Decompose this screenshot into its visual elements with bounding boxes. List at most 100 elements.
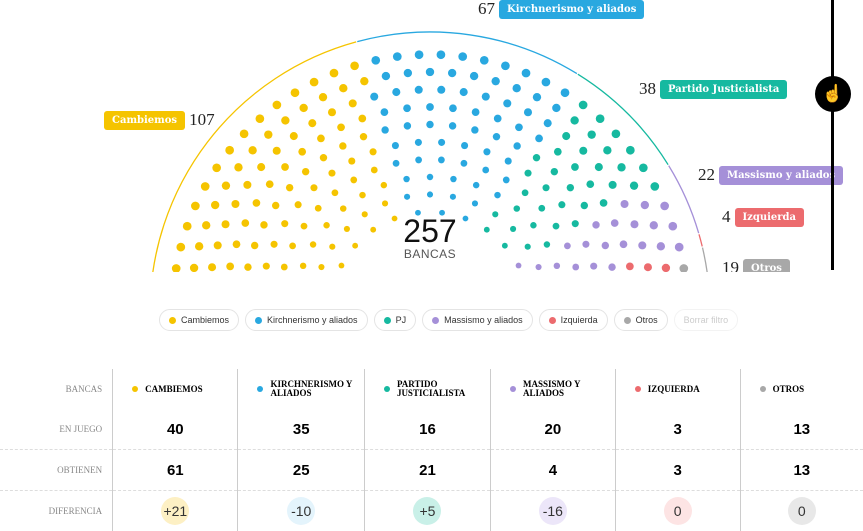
seat-1 <box>449 122 456 129</box>
seat-1 <box>515 123 523 131</box>
seat-2 <box>581 202 588 209</box>
seat-0 <box>240 129 249 138</box>
seat-2 <box>538 205 545 212</box>
filter-bar: Cambiemos Kirchnerismo y aliados PJ Mass… <box>159 309 738 331</box>
seat-1 <box>544 119 552 127</box>
count: 19 <box>722 258 739 272</box>
seat-2 <box>558 201 565 208</box>
cell: -16 <box>491 491 616 531</box>
seat-0 <box>190 264 198 272</box>
cell: 13 <box>740 409 863 450</box>
seat-0 <box>360 133 367 140</box>
seat-2 <box>600 199 608 207</box>
diff-badge: 0 <box>788 497 816 525</box>
seat-1 <box>471 126 478 133</box>
dot-icon <box>255 317 262 324</box>
seat-0 <box>298 148 306 156</box>
seat-1 <box>480 56 489 65</box>
diff-badge: +5 <box>413 497 441 525</box>
filter-cambiemos[interactable]: Cambiemos <box>159 309 239 331</box>
total-label: BANCAS <box>380 247 480 261</box>
arc-5 <box>702 248 710 272</box>
seat-2 <box>617 163 625 171</box>
seat-1 <box>437 86 445 94</box>
filter-massismo[interactable]: Massismo y aliados <box>422 309 533 331</box>
seat-1 <box>448 69 456 77</box>
filter-izquierda[interactable]: Izquierda <box>539 309 608 331</box>
dot-icon <box>384 317 391 324</box>
clear-filter-button[interactable]: Borrar filtro <box>674 309 739 331</box>
seat-1 <box>381 108 389 116</box>
dot-icon <box>624 317 631 324</box>
seat-1 <box>522 69 531 78</box>
seat-1 <box>542 78 551 87</box>
diff-badge: +21 <box>161 497 189 525</box>
seat-3 <box>621 200 629 208</box>
seat-0 <box>339 142 346 149</box>
seat-0 <box>251 242 258 249</box>
seat-1 <box>427 191 433 197</box>
seats-table: BANCAS CAMBIEMOS KIRCHNERISMO Y ALIADOS … <box>0 369 863 531</box>
seat-0 <box>243 181 251 189</box>
seat-0 <box>349 99 357 107</box>
seat-2 <box>525 244 531 250</box>
seat-2 <box>639 163 648 172</box>
seat-0 <box>281 163 289 171</box>
col-title: PARTIDO JUSTICIALISTA <box>397 380 489 398</box>
seat-0 <box>317 135 325 143</box>
seat-1 <box>404 69 412 77</box>
seat-1 <box>513 142 520 149</box>
count: 4 <box>722 207 731 227</box>
filter-otros[interactable]: Otros <box>614 309 668 331</box>
cell: 61 <box>113 450 238 491</box>
seat-3 <box>620 240 628 248</box>
count: 38 <box>639 79 656 99</box>
filter-pj[interactable]: PJ <box>374 309 417 331</box>
seat-3 <box>592 221 599 228</box>
diff-badge: 0 <box>664 497 692 525</box>
col-title: MASSISMO Y ALIADOS <box>523 380 614 398</box>
seat-0 <box>370 148 377 155</box>
seat-1 <box>415 157 422 164</box>
seat-0 <box>302 168 309 175</box>
seat-1 <box>472 200 478 206</box>
seat-1 <box>415 86 423 94</box>
cell: 25 <box>238 450 364 491</box>
seat-2 <box>562 132 570 140</box>
seat-0 <box>382 200 388 206</box>
drag-hand-icon[interactable]: ☝ <box>815 76 851 112</box>
seat-2 <box>570 116 578 124</box>
seat-4 <box>662 264 670 272</box>
seat-0 <box>330 69 339 78</box>
dot-icon <box>169 317 176 324</box>
seat-0 <box>295 201 302 208</box>
seat-0 <box>233 240 241 248</box>
seat-0 <box>339 263 345 269</box>
seat-1 <box>473 182 479 188</box>
seat-2 <box>572 220 579 227</box>
dot-icon <box>257 386 263 392</box>
filter-kirchnerismo[interactable]: Kirchnerismo y aliados <box>245 309 368 331</box>
seat-0 <box>281 220 288 227</box>
compare-slider-line[interactable] <box>831 0 834 270</box>
cell: 40 <box>113 409 238 450</box>
seat-1 <box>494 115 502 123</box>
seat-3 <box>650 221 658 229</box>
seat-2 <box>603 146 611 154</box>
tag: Kirchnerismo y aliados <box>499 0 644 19</box>
seat-0 <box>360 77 368 85</box>
seat-0 <box>272 202 279 209</box>
seat-2 <box>514 205 520 211</box>
chip-label: Cambiemos <box>181 315 229 325</box>
row-label: OBTIENEN <box>0 450 113 491</box>
seat-0 <box>286 184 293 191</box>
seat-0 <box>318 264 324 270</box>
cell: 0 <box>740 491 863 531</box>
seat-1 <box>437 50 446 59</box>
seat-2 <box>609 181 617 189</box>
seat-0 <box>340 205 346 211</box>
cell: -10 <box>238 491 364 531</box>
